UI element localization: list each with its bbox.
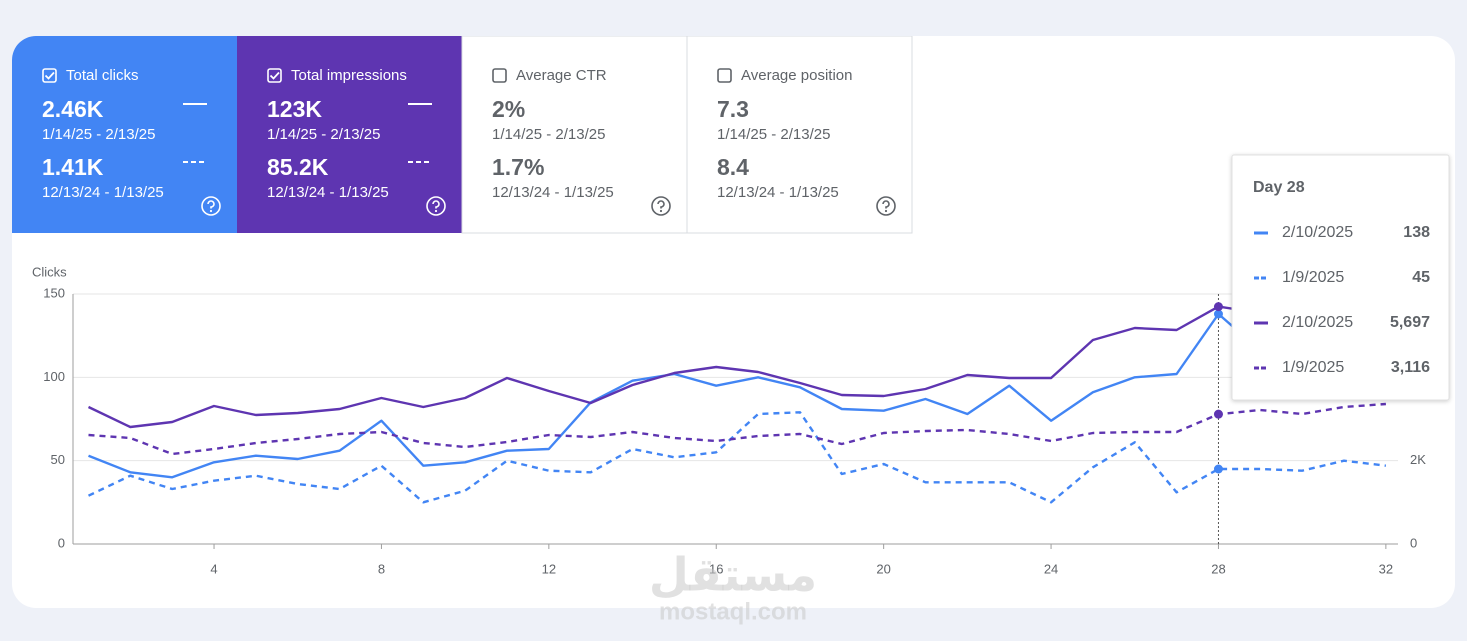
card-label: Average position bbox=[741, 67, 852, 84]
performance-chart: ClicksImpressions05010015002K4K6K4812162… bbox=[32, 264, 1437, 576]
previous-value: 8.4 bbox=[717, 154, 749, 180]
metric-card[interactable]: Average CTR 2% 1/14/25 - 2/13/25 1.7% 12/13/… bbox=[461, 36, 688, 234]
tooltip-label: 1/9/2025 bbox=[1282, 269, 1344, 286]
previous-value: 85.2K bbox=[267, 154, 329, 180]
tooltip-label: 1/9/2025 bbox=[1282, 359, 1344, 376]
checkbox[interactable] bbox=[492, 68, 507, 83]
help-icon-mark bbox=[432, 200, 440, 209]
current-value: 123K bbox=[267, 96, 322, 122]
x-tick-label: 16 bbox=[709, 561, 723, 576]
x-tick-label: 4 bbox=[210, 561, 217, 576]
hover-point bbox=[1213, 302, 1223, 312]
help-icon[interactable] bbox=[876, 196, 896, 216]
x-tick-label: 8 bbox=[378, 561, 385, 576]
tooltip-value: 45 bbox=[1412, 269, 1430, 286]
tooltip-value: 5,697 bbox=[1390, 314, 1430, 331]
series-line bbox=[88, 402, 1386, 456]
help-icon-mark bbox=[882, 200, 890, 209]
help-icon-dot bbox=[209, 209, 213, 213]
x-tick-label: 12 bbox=[542, 561, 556, 576]
current-range: 1/14/25 - 2/13/25 bbox=[267, 126, 380, 143]
help-icon-dot bbox=[434, 209, 438, 213]
series-line bbox=[88, 312, 1303, 479]
series-line bbox=[87, 305, 1303, 429]
hover-point bbox=[1213, 309, 1223, 319]
card-label: Total clicks bbox=[66, 67, 139, 84]
checkbox[interactable] bbox=[267, 68, 282, 83]
metric-cards: Total clicks 2.46K 1/14/25 - 2/13/25 1.41K 1… bbox=[12, 36, 913, 234]
y-tick-label: 0 bbox=[58, 535, 65, 550]
previous-range: 12/13/24 - 1/13/25 bbox=[42, 184, 164, 201]
x-tick-label: 24 bbox=[1044, 561, 1058, 576]
card-label: Average CTR bbox=[516, 67, 607, 84]
help-icon[interactable] bbox=[651, 196, 671, 216]
checkbox[interactable] bbox=[717, 68, 732, 83]
y-tick-label: 50 bbox=[51, 452, 65, 467]
metric-card[interactable]: Total impressions 123K 1/14/25 - 2/13/25 85… bbox=[237, 36, 462, 233]
checkmark bbox=[269, 71, 280, 80]
previous-range: 12/13/24 - 1/13/25 bbox=[267, 184, 389, 201]
checkmark bbox=[44, 71, 55, 80]
previous-range: 12/13/24 - 1/13/25 bbox=[717, 184, 839, 201]
current-value: 7.3 bbox=[717, 96, 749, 122]
help-icon[interactable] bbox=[426, 196, 446, 216]
hover-point bbox=[1213, 464, 1223, 474]
previous-range: 12/13/24 - 1/13/25 bbox=[492, 184, 614, 201]
card-label: Total impressions bbox=[291, 67, 407, 84]
x-tick-label: 20 bbox=[876, 561, 890, 576]
y2-tick-label: 0 bbox=[1410, 535, 1417, 550]
tooltip-value: 138 bbox=[1403, 224, 1430, 241]
x-tick-label: 28 bbox=[1211, 561, 1225, 576]
help-icon[interactable] bbox=[201, 196, 221, 216]
watermark-arabic: مستقل bbox=[649, 548, 817, 602]
current-range: 1/14/25 - 2/13/25 bbox=[42, 126, 155, 143]
tooltip-value: 3,116 bbox=[1391, 359, 1430, 376]
current-range: 1/14/25 - 2/13/25 bbox=[717, 126, 830, 143]
watermark-latin: mostaql.com bbox=[659, 598, 807, 625]
y2-tick-label: 2K bbox=[1410, 452, 1426, 467]
y-tick-label: 100 bbox=[43, 369, 65, 384]
checkbox[interactable] bbox=[42, 68, 57, 83]
help-icon-dot bbox=[659, 209, 663, 213]
y-tick-label: 150 bbox=[43, 285, 65, 300]
metric-card[interactable]: Total clicks 2.46K 1/14/25 - 2/13/25 1.41K 1… bbox=[12, 36, 237, 233]
x-tick-label: 32 bbox=[1379, 561, 1393, 576]
tooltip-title: Day 28 bbox=[1253, 179, 1305, 196]
current-value: 2.46K bbox=[42, 96, 104, 122]
tooltip-label: 2/10/2025 bbox=[1282, 224, 1353, 241]
tooltip-box bbox=[1231, 154, 1450, 401]
previous-value: 1.41K bbox=[42, 154, 104, 180]
help-icon-dot bbox=[884, 209, 888, 213]
y-axis-label: Clicks bbox=[32, 264, 67, 279]
help-icon-mark bbox=[207, 200, 215, 209]
tooltip-label: 2/10/2025 bbox=[1282, 314, 1353, 331]
current-value: 2% bbox=[492, 96, 525, 122]
previous-value: 1.7% bbox=[492, 154, 544, 180]
hover-point bbox=[1213, 409, 1223, 419]
current-range: 1/14/25 - 2/13/25 bbox=[492, 126, 605, 143]
tooltip: Day 28 2/10/2025 138 1/9/2025 45 2/10/2025 5,6… bbox=[1231, 154, 1450, 401]
help-icon-mark bbox=[657, 200, 665, 209]
metric-card[interactable]: Average position 7.3 1/14/25 - 2/13/25 8.4 1… bbox=[686, 36, 913, 234]
series-line bbox=[87, 411, 1387, 504]
